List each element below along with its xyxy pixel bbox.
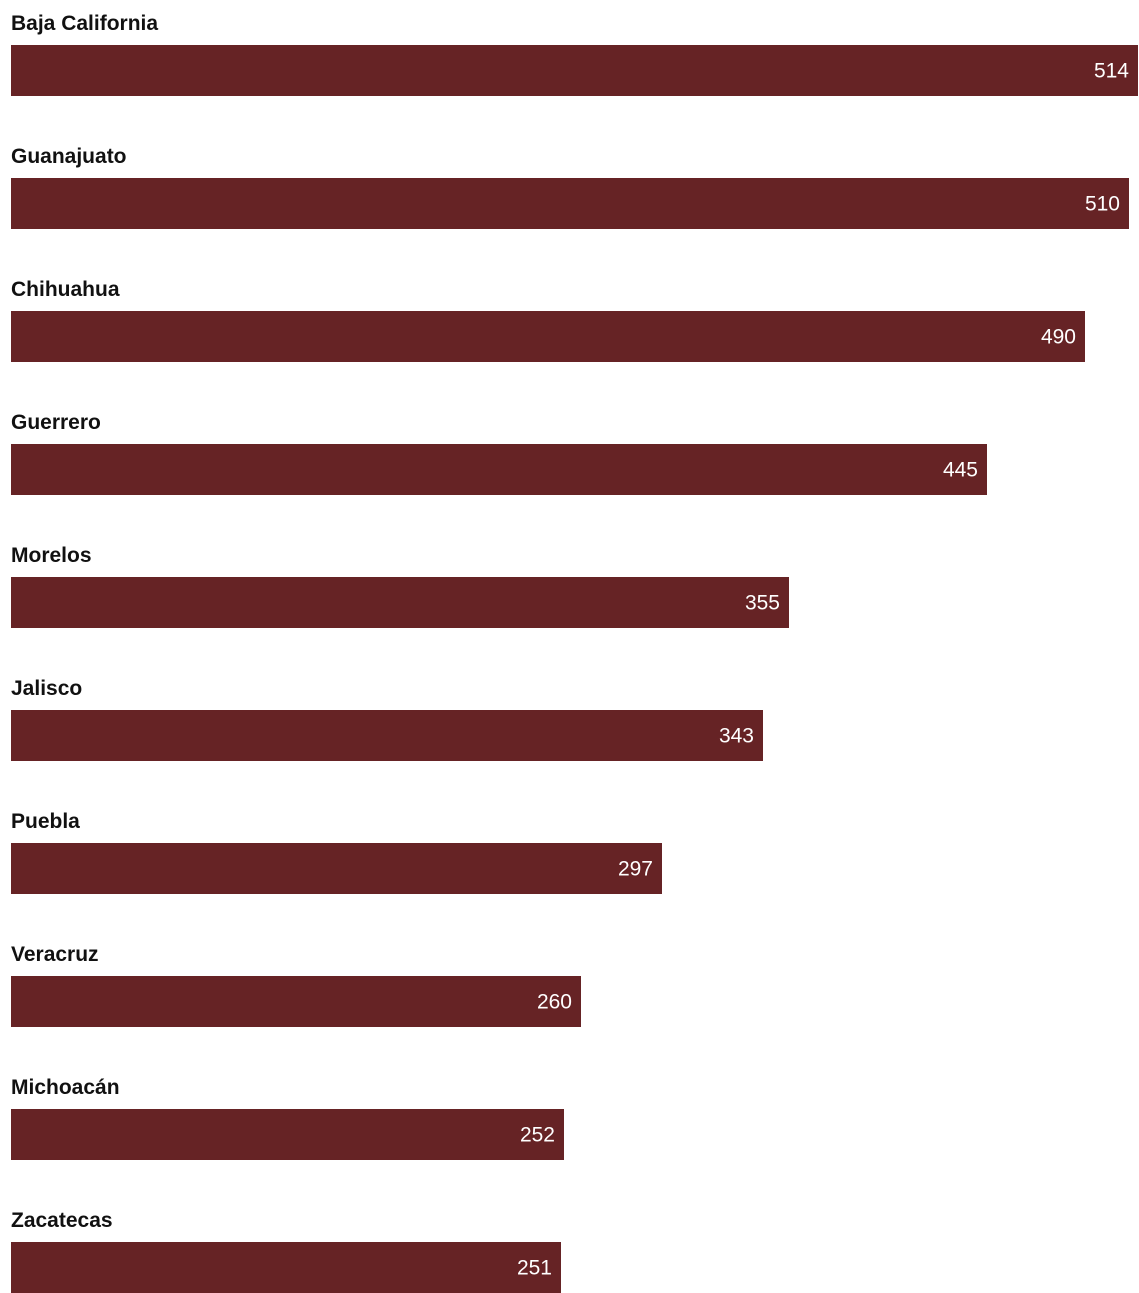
value-label: 445	[942, 458, 978, 481]
category-label: Guerrero	[11, 411, 101, 434]
category-label: Michoacán	[11, 1076, 120, 1099]
bar: 445	[11, 444, 987, 495]
bar: 252	[11, 1109, 564, 1160]
value-label: 343	[718, 724, 754, 747]
bar: 355	[11, 577, 789, 628]
value-label: 252	[519, 1123, 555, 1146]
bar: 343	[11, 710, 763, 761]
value-label: 251	[516, 1256, 552, 1279]
value-label: 260	[536, 990, 572, 1013]
category-label: Baja California	[11, 12, 159, 35]
category-label: Jalisco	[11, 677, 83, 700]
category-label: Veracruz	[11, 943, 99, 966]
bar: 251	[11, 1242, 561, 1293]
bar: 297	[11, 843, 662, 894]
bar: 514	[11, 45, 1138, 96]
category-label: Morelos	[11, 544, 92, 567]
bar: 490	[11, 311, 1085, 362]
category-label: Puebla	[11, 810, 80, 833]
value-label: 490	[1040, 325, 1076, 348]
category-label: Guanajuato	[11, 145, 127, 168]
bar: 260	[11, 976, 581, 1027]
category-label: Zacatecas	[11, 1209, 113, 1232]
value-label: 297	[617, 857, 653, 880]
bar: 510	[11, 178, 1129, 229]
category-label: Chihuahua	[11, 278, 120, 301]
value-label: 355	[744, 591, 780, 614]
value-label: 510	[1084, 192, 1120, 215]
value-label: 514	[1093, 59, 1129, 82]
